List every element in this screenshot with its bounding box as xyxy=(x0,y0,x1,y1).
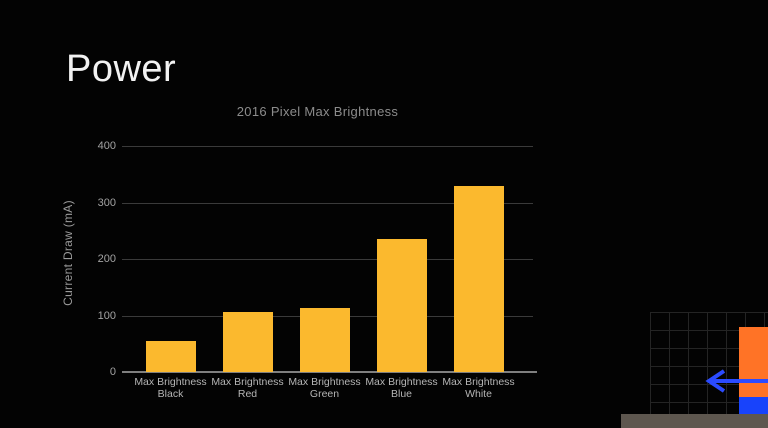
bar xyxy=(222,311,273,372)
x-category-label: Max Brightness Black xyxy=(134,376,207,400)
x-axis-line xyxy=(122,371,537,373)
chart-title: 2016 Pixel Max Brightness xyxy=(236,104,399,119)
left-arrow-icon xyxy=(705,369,768,393)
x-category-label: Max Brightness White xyxy=(442,376,515,400)
y-tick-label: 200 xyxy=(97,253,116,265)
bar xyxy=(453,185,504,372)
bottom-gray-bar xyxy=(621,414,768,428)
x-category-label: Max Brightness Green xyxy=(288,376,361,400)
y-tick-label: 300 xyxy=(97,196,116,209)
slide-title: Power xyxy=(66,48,177,90)
bar xyxy=(376,239,427,372)
y-tick-label: 400 xyxy=(97,140,116,152)
gridline xyxy=(122,259,533,260)
decor-orange-block xyxy=(739,327,768,397)
decor-blue-block xyxy=(739,397,768,414)
y-tick-label: 0 xyxy=(109,366,116,378)
gridline xyxy=(122,146,533,147)
x-category-label: Max Brightness Red xyxy=(211,376,284,400)
gridline xyxy=(122,202,533,204)
bar xyxy=(299,308,350,372)
y-tick-label: 100 xyxy=(97,309,116,322)
x-category-label: Max Brightness Blue xyxy=(365,376,438,400)
bar xyxy=(145,340,196,372)
